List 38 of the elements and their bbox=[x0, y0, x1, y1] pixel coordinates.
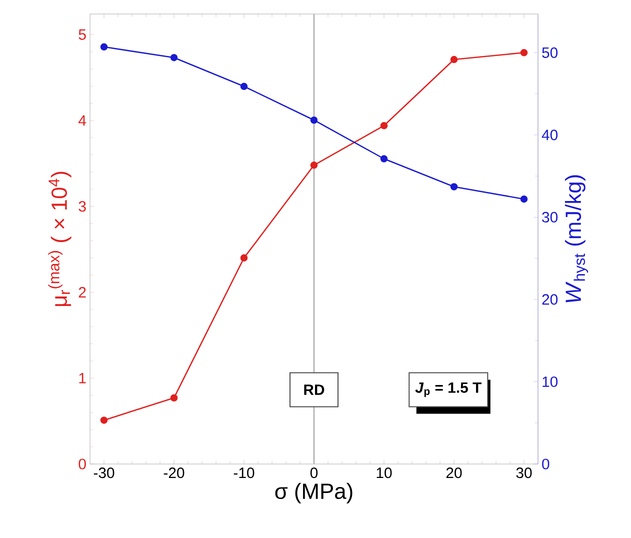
x-tick-label: -10 bbox=[234, 468, 254, 478]
y2-tick-label: 0 bbox=[542, 458, 550, 470]
point bbox=[380, 122, 388, 130]
point bbox=[310, 116, 318, 124]
y2-tick-label: 10 bbox=[542, 376, 558, 388]
y-axis-title: μ$_{r}$$^{(max)}$ ( × 10$^{4}$) bbox=[48, 172, 72, 306]
point bbox=[170, 54, 178, 62]
point bbox=[380, 155, 388, 162]
y-tick-label: 1 bbox=[79, 372, 86, 384]
x-axis-title: σ (MPa) bbox=[275, 482, 352, 504]
point bbox=[100, 416, 108, 424]
y-tick-label: 0 bbox=[78, 458, 86, 470]
y-tick-label: 5 bbox=[78, 29, 86, 40]
y-tick-label: 2 bbox=[78, 287, 86, 298]
annotation: J$_{p}$ = 1.5 T bbox=[415, 382, 482, 398]
x-tick-label: 0 bbox=[310, 468, 318, 478]
point bbox=[240, 254, 248, 262]
point bbox=[520, 195, 528, 203]
y2-tick-label: 40 bbox=[542, 130, 558, 140]
x-tick-label: -30 bbox=[94, 468, 114, 478]
point bbox=[310, 162, 318, 169]
x-tick-label: 20 bbox=[446, 468, 462, 478]
point bbox=[240, 82, 248, 90]
x-tick-label: -20 bbox=[164, 468, 184, 478]
y2-tick-label: 30 bbox=[542, 212, 558, 222]
point bbox=[450, 56, 458, 64]
x-tick-label: 30 bbox=[516, 468, 532, 478]
annotation: RD bbox=[304, 384, 324, 395]
point bbox=[100, 43, 108, 51]
y2-axis-title: W$_{hyst}$ (mJ/kg) bbox=[564, 175, 588, 302]
point bbox=[450, 183, 458, 190]
y-tick-label: 3 bbox=[78, 201, 86, 212]
y2-tick-label: 20 bbox=[542, 294, 558, 305]
y-tick-label: 4 bbox=[78, 115, 86, 126]
point bbox=[520, 49, 528, 56]
x-tick-label: 10 bbox=[376, 468, 392, 478]
y2-tick-label: 50 bbox=[542, 47, 558, 58]
point bbox=[170, 394, 178, 402]
